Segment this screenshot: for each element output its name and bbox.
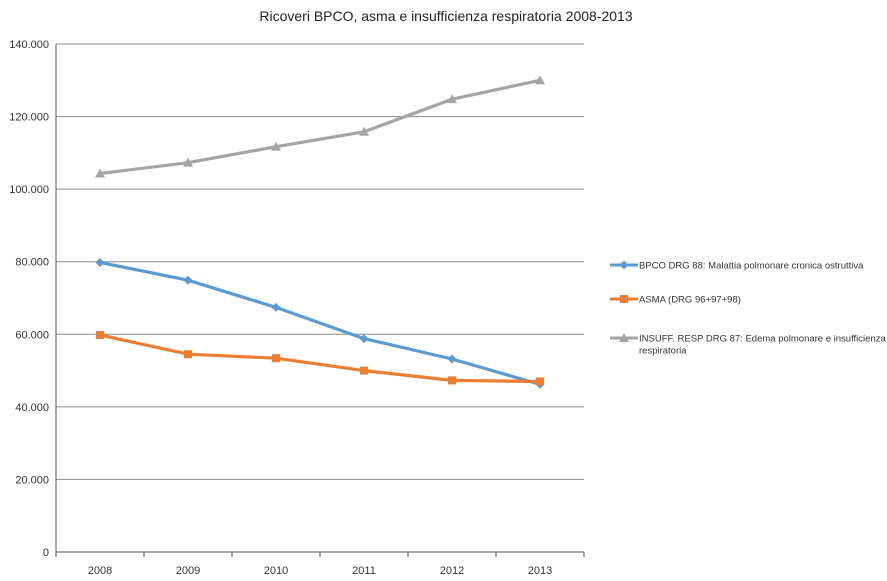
x-axis: 2008 2009 2010 2011 2012 2013 [55, 44, 585, 577]
data-point [535, 75, 545, 85]
y-tick-label: 40.000 [15, 402, 49, 414]
x-tick-label: 2008 [88, 565, 112, 577]
grid-lines [56, 43, 584, 480]
y-tick-label: 60.000 [15, 329, 49, 341]
data-point [184, 350, 192, 359]
legend-swatch-marker [619, 260, 629, 270]
data-point [271, 141, 281, 151]
chart-title: Ricoveri BPCO, asma e insufficienza resp… [259, 8, 632, 24]
data-point [359, 334, 369, 344]
series-line [98, 260, 542, 386]
y-tick-label: 80.000 [15, 257, 49, 269]
data-point [360, 366, 368, 375]
x-tick-label: 2012 [440, 565, 464, 577]
series-1 [96, 331, 544, 386]
data-point [447, 94, 457, 104]
data-point [183, 275, 193, 285]
x-tick-label: 2009 [176, 565, 200, 577]
data-point [95, 168, 105, 178]
y-tick-label: 0 [43, 547, 49, 559]
y-tick-label: 20.000 [15, 474, 49, 486]
legend-swatch-marker [620, 295, 628, 303]
data-point [271, 302, 281, 312]
series-line [98, 333, 542, 384]
legend-swatch-marker [619, 333, 629, 342]
legend: BPCO DRG 88: Malattia polmonare cronica … [610, 260, 886, 357]
legend-item: BPCO DRG 88: Malattia polmonare cronica … [610, 260, 864, 272]
y-tick-label: 140.000 [9, 39, 49, 51]
data-point [272, 354, 280, 363]
data-point [359, 126, 369, 136]
legend-label: respiratoria [639, 346, 687, 357]
data-point [448, 376, 456, 385]
data-point [447, 354, 457, 364]
y-tick-label: 100.000 [9, 184, 49, 196]
x-tick-label: 2013 [528, 565, 552, 577]
y-tick-label: 120.000 [9, 112, 49, 124]
x-tick-label: 2011 [352, 565, 376, 577]
data-point [183, 157, 193, 167]
y-axis-tick-labels: 0 20.000 40.000 60.000 80.000 100.000 120.000 1… [9, 39, 49, 559]
series-layer [95, 75, 545, 389]
series-0 [95, 257, 545, 389]
data-point [96, 331, 104, 340]
data-point [536, 377, 544, 386]
series-2 [95, 75, 545, 178]
series-line [98, 78, 542, 176]
legend-item: INSUFF. RESP DRG 87: Edema polmonare e i… [610, 333, 886, 357]
legend-label: INSUFF. RESP DRG 87: Edema polmonare e i… [639, 334, 886, 345]
data-point [95, 257, 105, 267]
legend-label: BPCO DRG 88: Malattia polmonare cronica … [639, 261, 864, 272]
legend-item: ASMA (DRG 96+97+98) [610, 295, 741, 306]
legend-label: ASMA (DRG 96+97+98) [639, 295, 741, 306]
x-tick-label: 2010 [264, 565, 288, 577]
